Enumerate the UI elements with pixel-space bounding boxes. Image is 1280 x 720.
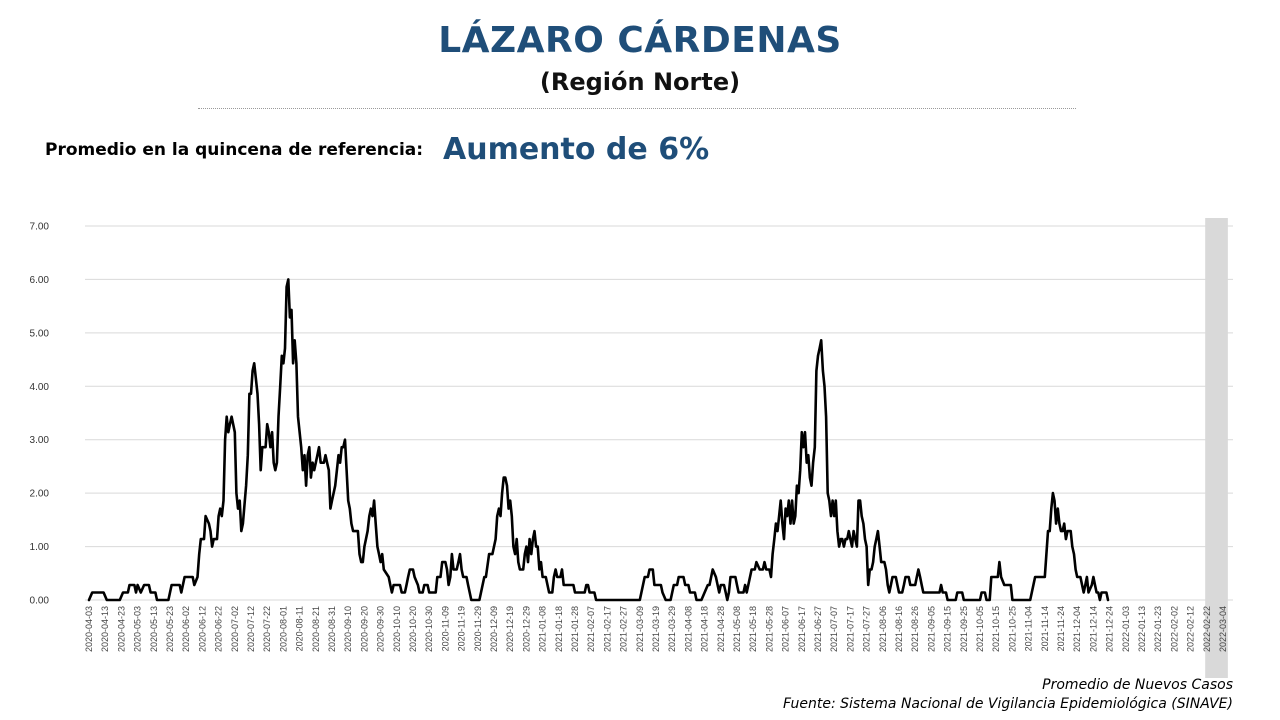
x-tick-label: 2020-08-31 (327, 606, 337, 652)
x-tick-label: 2020-04-13 (100, 606, 110, 652)
x-tick-label: 2021-09-15 (943, 606, 953, 652)
x-tick-label: 2020-11-09 (440, 606, 450, 651)
x-tick-label: 2021-03-29 (667, 606, 677, 652)
x-tick-label: 2020-09-30 (376, 606, 386, 652)
x-tick-label: 2020-06-12 (197, 606, 207, 652)
x-tick-label: 2021-08-26 (910, 606, 920, 652)
x-tick-label: 2022-02-12 (1186, 606, 1196, 652)
x-tick-label: 2021-06-27 (813, 606, 823, 652)
source-note: Fuente: Sistema Nacional de Vigilancia E… (783, 696, 1233, 712)
x-tick-label: 2021-05-28 (764, 606, 774, 652)
title-divider (198, 108, 1076, 109)
x-tick-label: 2020-11-19 (457, 606, 467, 651)
chart-subtitle: (Región Norte) (539, 68, 741, 96)
y-tick-label: 4.00 (30, 382, 50, 393)
x-tick-label: 2021-01-28 (570, 606, 580, 652)
x-tick-label: 2021-10-15 (991, 606, 1001, 652)
x-tick-label: 2020-08-11 (295, 606, 305, 651)
x-tick-label: 2020-06-02 (181, 606, 191, 652)
y-tick-label: 6.00 (30, 275, 50, 286)
x-tick-label: 2022-02-02 (1169, 606, 1179, 652)
x-tick-label: 2020-04-03 (84, 606, 94, 652)
x-tick-label: 2021-02-27 (619, 606, 629, 652)
x-tick-label: 2021-07-07 (829, 606, 839, 652)
x-tick-label: 2021-08-16 (894, 606, 904, 652)
x-tick-label: 2020-08-21 (311, 606, 321, 652)
x-tick-label: 2020-09-10 (343, 606, 353, 652)
reference-label: Promedio en la quincena de referencia: (45, 140, 424, 160)
x-tick-label: 2020-05-23 (165, 606, 175, 652)
x-tick-label: 2021-01-08 (538, 606, 548, 652)
x-tick-label: 2021-11-24 (1056, 606, 1066, 651)
x-tick-label: 2021-11-14 (1040, 606, 1050, 651)
x-tick-label: 2021-01-18 (554, 606, 564, 652)
series-label: Promedio de Nuevos Casos (1042, 677, 1233, 693)
x-tick-label: 2021-04-08 (683, 606, 693, 652)
x-tick-label: 2022-01-23 (1153, 606, 1163, 652)
x-tick-label: 2021-09-25 (959, 606, 969, 652)
x-tick-label: 2021-02-17 (602, 606, 612, 652)
x-tick-label: 2021-04-28 (716, 606, 726, 652)
x-tick-label: 2020-10-10 (392, 606, 402, 652)
x-tick-label: 2021-10-05 (975, 606, 985, 652)
x-tick-label: 2021-08-06 (878, 606, 888, 652)
line-chart: 0.00 1.00 2.00 3.00 4.00 5.00 6.00 7.00 2020-04-… (30, 218, 1233, 678)
y-tick-label: 2.00 (30, 489, 50, 500)
x-tick-label: 2021-07-17 (845, 606, 855, 652)
x-tick-label: 2021-09-05 (926, 606, 936, 652)
x-tick-label: 2020-04-23 (116, 606, 126, 652)
x-tick-label: 2022-03-04 (1218, 606, 1228, 652)
series-line (87, 278, 1110, 602)
x-tick-label: 2020-11-29 (473, 606, 483, 651)
x-tick-label: 2020-07-22 (262, 606, 272, 652)
x-tick-label: 2022-01-13 (1137, 606, 1147, 652)
chart-title: LÁZARO CÁRDENAS (438, 20, 842, 61)
x-tick-label: 2020-12-09 (489, 606, 499, 652)
x-tick-label: 2021-04-18 (700, 606, 710, 652)
x-tick-label: 2020-10-30 (424, 606, 434, 652)
x-tick-label: 2021-10-25 (1007, 606, 1017, 652)
y-tick-label: 1.00 (30, 542, 50, 553)
reference-value: Aumento de 6% (443, 132, 710, 167)
x-tick-label: 2021-07-27 (862, 606, 872, 652)
x-tick-label: 2021-05-08 (732, 606, 742, 652)
x-tick-label: 2021-12-14 (1088, 606, 1098, 652)
y-tick-label: 7.00 (30, 222, 50, 233)
y-tick-label: 3.00 (30, 435, 50, 446)
x-tick-label: 2021-11-04 (1024, 606, 1034, 651)
x-tick-label: 2021-12-24 (1105, 606, 1115, 652)
x-tick-label: 2020-06-22 (214, 606, 224, 652)
y-tick-label: 5.00 (30, 328, 50, 339)
x-tick-label: 2020-10-20 (408, 606, 418, 652)
x-tick-label: 2021-06-07 (781, 606, 791, 652)
x-tick-label: 2021-02-07 (586, 606, 596, 652)
x-tick-label: 2020-12-19 (505, 606, 515, 652)
x-tick-label: 2020-07-02 (230, 606, 240, 652)
x-tick-label: 2020-05-03 (133, 606, 143, 652)
x-tick-label: 2020-09-20 (359, 606, 369, 652)
x-tick-label: 2021-03-19 (651, 606, 661, 652)
x-tick-label: 2022-02-22 (1202, 606, 1212, 652)
x-tick-label: 2022-01-03 (1121, 606, 1131, 652)
x-tick-label: 2021-05-18 (748, 606, 758, 652)
x-tick-label: 2020-07-12 (246, 606, 256, 652)
x-tick-label: 2020-12-29 (521, 606, 531, 652)
x-tick-label: 2020-05-13 (149, 606, 159, 652)
y-tick-label: 0.00 (30, 596, 50, 607)
x-tick-label: 2021-03-09 (635, 606, 645, 652)
x-tick-label: 2021-06-17 (797, 606, 807, 652)
x-tick-label: 2021-12-04 (1072, 606, 1082, 652)
x-tick-label: 2020-08-01 (278, 606, 288, 652)
